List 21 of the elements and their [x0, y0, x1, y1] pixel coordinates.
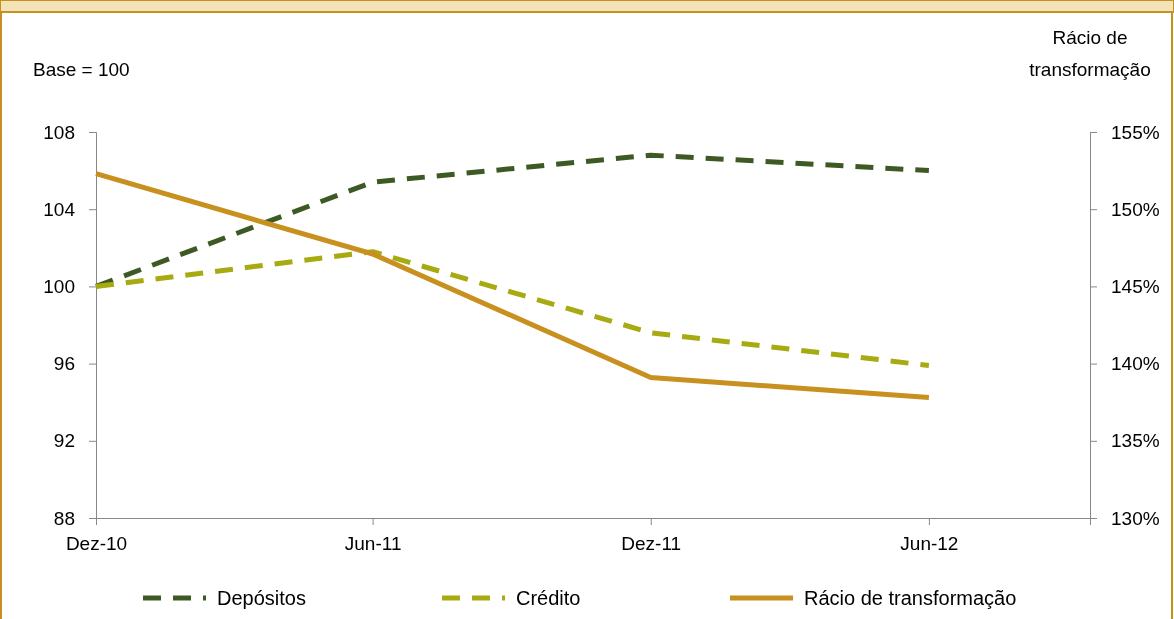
- x-tick-label: Jun-11: [344, 533, 402, 554]
- y-tick-label: 96: [53, 353, 75, 375]
- legend-label: Crédito: [516, 587, 581, 609]
- y-tick-label: 100: [43, 275, 75, 297]
- y2-tick-label: 135%: [1111, 430, 1160, 452]
- y2-tick-label: 140%: [1111, 353, 1160, 375]
- legend-label: Rácio de transformação: [804, 587, 1017, 609]
- y-axis-title: Base = 100: [33, 59, 130, 80]
- x-tick-label: Dez-10: [65, 533, 128, 554]
- y-tick-label: 108: [43, 121, 75, 143]
- y2-tick-label: 150%: [1111, 198, 1160, 220]
- y-tick-label: 104: [43, 198, 76, 220]
- y2-tick-label: 145%: [1111, 275, 1160, 297]
- legend-label: Depósitos: [217, 587, 306, 609]
- y-tick-label: 92: [53, 430, 75, 452]
- y2-axis-title: Rácio de transformação: [1029, 27, 1151, 80]
- y2-tick-label: 155%: [1111, 121, 1160, 143]
- x-tick-label: Jun-12: [900, 533, 959, 554]
- y-tick-label: 88: [53, 507, 75, 529]
- y2-tick-label: 130%: [1111, 507, 1160, 529]
- x-tick-label: Dez-11: [621, 533, 682, 554]
